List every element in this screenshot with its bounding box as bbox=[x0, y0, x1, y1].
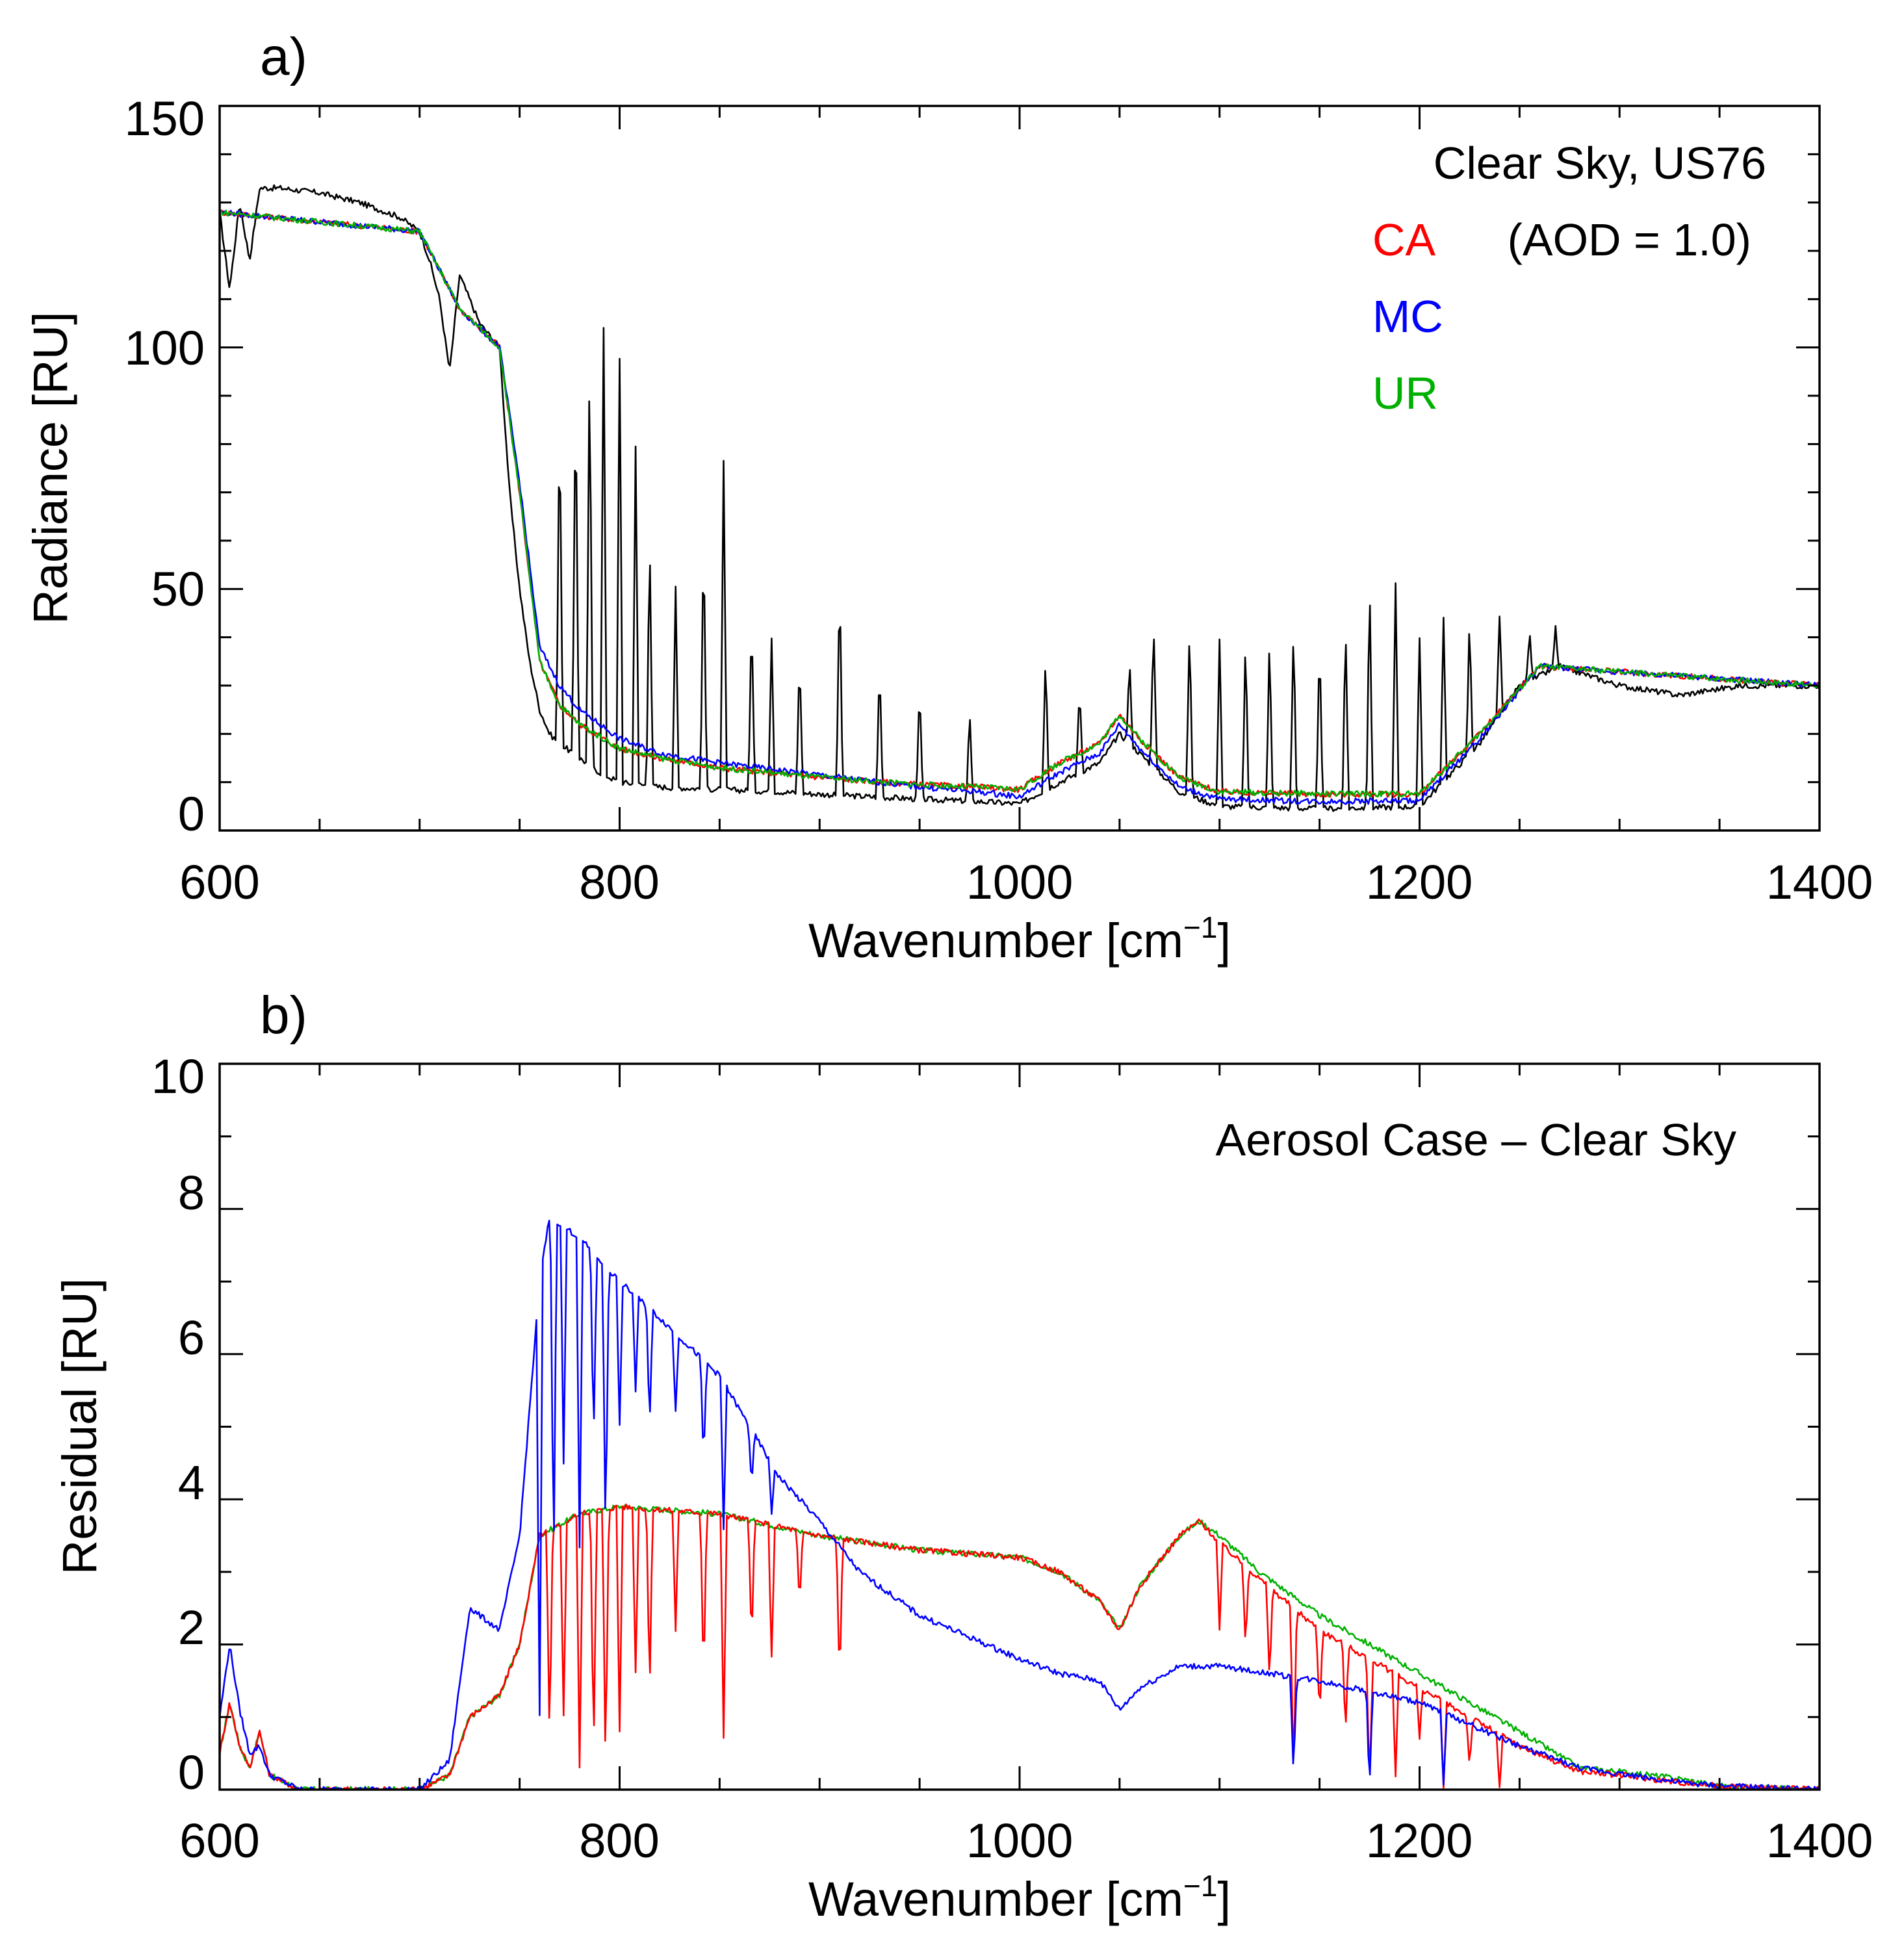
panel-b-xtick-label: 1200 bbox=[1366, 1814, 1473, 1868]
panel-a-xtick-label: 1000 bbox=[966, 855, 1074, 909]
legend-entry-ca-suffix: (AOD = 1.0) bbox=[1508, 214, 1751, 265]
panel-a-radiance: a) 600 800 1000 1200 1400 0 50 100 150 W… bbox=[23, 27, 1873, 968]
panel-a-series-mc bbox=[218, 209, 1820, 805]
panel-a-x-axis-label: Wavenumber [cm−1] bbox=[808, 910, 1231, 968]
panel-a-series-clear-sky-us76 bbox=[218, 184, 1821, 812]
panel-b-xlabel-suffix: ] bbox=[1217, 1872, 1231, 1926]
panel-a-label: a) bbox=[260, 27, 307, 86]
panel-b-annotation: Aerosol Case – Clear Sky bbox=[1216, 1114, 1736, 1165]
panel-a-ytick-label: 0 bbox=[178, 787, 205, 841]
panel-b-ytick-label: 8 bbox=[178, 1166, 205, 1220]
panel-a-ytick-label: 50 bbox=[151, 562, 205, 616]
panel-a-ytick-label: 150 bbox=[125, 92, 205, 146]
panel-b-xtick-label: 800 bbox=[579, 1814, 659, 1868]
panel-b-xlabel-superscript: −1 bbox=[1183, 1869, 1217, 1903]
legend-entry-mc: MC bbox=[1372, 291, 1443, 342]
panel-a-xtick-label: 600 bbox=[179, 855, 259, 909]
panel-a-xtick-label: 800 bbox=[579, 855, 659, 909]
panel-b-residual: b) 600 800 1000 1200 1400 0 2 4 6 8 10 W… bbox=[53, 986, 1873, 1926]
panel-a-legend: Clear Sky, US76 CA (AOD = 1.0) MC UR bbox=[1372, 138, 1766, 418]
panel-a-series-ur bbox=[219, 209, 1821, 798]
legend-entry-clear-sky: Clear Sky, US76 bbox=[1434, 138, 1766, 188]
panel-a-series-ca-aod-1-0 bbox=[218, 209, 1821, 798]
panel-b-xlabel-main: Wavenumber [cm bbox=[808, 1872, 1183, 1926]
panel-b-ytick-label: 10 bbox=[151, 1049, 205, 1103]
panel-a-xtick-label: 1200 bbox=[1366, 855, 1473, 909]
panel-b-ytick-label: 4 bbox=[178, 1456, 205, 1510]
panel-b-series-mc bbox=[218, 1220, 1820, 1791]
panel-a-y-axis-label: Radiance [RU] bbox=[23, 311, 77, 624]
panel-b-series-group bbox=[218, 1220, 1821, 1791]
panel-b-ytick-label: 2 bbox=[178, 1601, 205, 1654]
panel-a-xlabel-main: Wavenumber [cm bbox=[808, 914, 1183, 968]
panel-b-xtick-label: 1400 bbox=[1766, 1814, 1873, 1868]
panel-b-x-axis-label: Wavenumber [cm−1] bbox=[808, 1869, 1231, 1926]
panel-a-ticks bbox=[218, 105, 1821, 832]
panel-a-xlabel-superscript: −1 bbox=[1183, 910, 1217, 944]
panel-b-xtick-label: 1000 bbox=[966, 1814, 1074, 1868]
panel-b-y-axis-label: Residual [RU] bbox=[53, 1278, 107, 1575]
panel-b-ytick-label: 6 bbox=[178, 1311, 205, 1365]
panel-a-xlabel-suffix: ] bbox=[1217, 914, 1231, 968]
panel-a-ytick-label: 100 bbox=[125, 321, 205, 375]
panel-b-ytick-label: 0 bbox=[178, 1745, 205, 1799]
legend-entry-ca: CA bbox=[1372, 214, 1436, 265]
panel-b-label: b) bbox=[260, 986, 307, 1045]
panel-b-xtick-label: 600 bbox=[179, 1814, 259, 1868]
panel-b-series-ca bbox=[218, 1503, 1821, 1791]
panel-b-ticks bbox=[218, 1062, 1821, 1791]
panel-a-xtick-label: 1400 bbox=[1766, 855, 1873, 909]
legend-entry-ur: UR bbox=[1372, 368, 1438, 418]
panel-a-series-group bbox=[218, 184, 1821, 812]
